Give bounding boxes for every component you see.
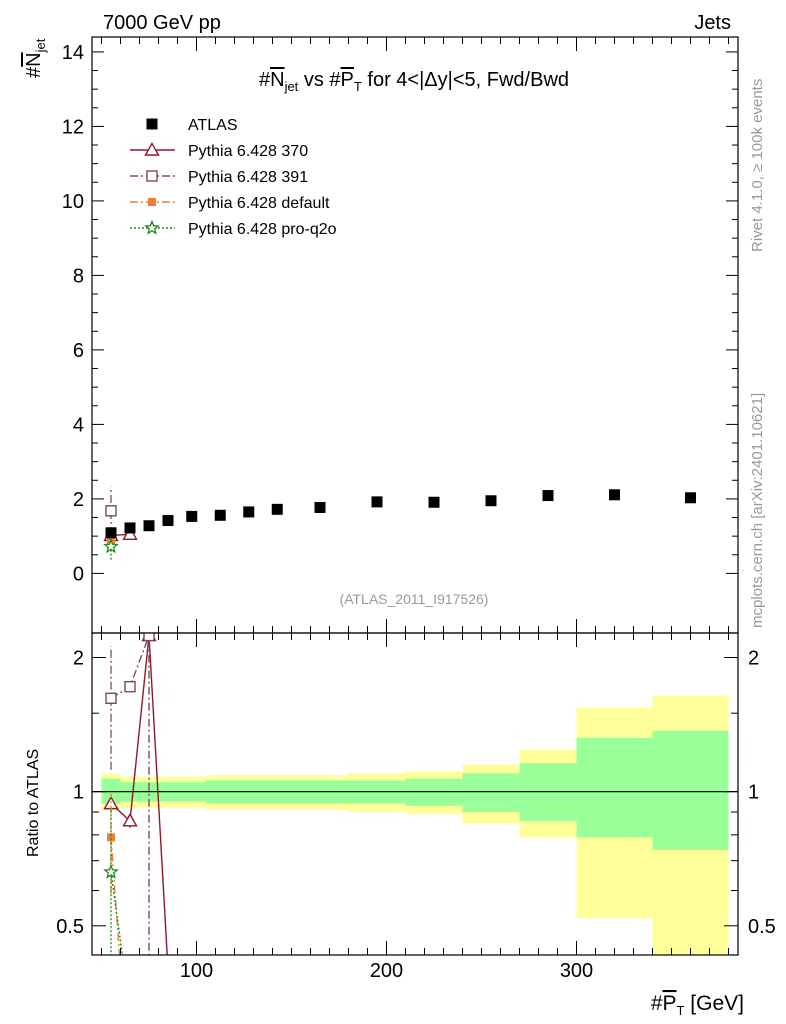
plot-title: #Njet vs #PT for 4<|Δy|<5, Fwd/Bwd [259, 69, 569, 94]
ratio-point [103, 863, 119, 879]
legend-marker [146, 170, 158, 182]
legend-marker [146, 118, 158, 130]
ratio-ytick-label-right: 2 [748, 648, 759, 670]
x-axis-label: #PT [GeV] [651, 992, 744, 1018]
ratio-point [143, 633, 155, 642]
atlas-point [186, 510, 198, 522]
atlas-point [105, 527, 117, 539]
atlas-point [685, 492, 696, 504]
main-ytick-label: 8 [73, 265, 84, 287]
ratio-line [110, 635, 168, 955]
ratio-panel: 0.5 0.5 1 1 2 2 100 200 300 Ratio to ATLAS #PT … [25, 632, 776, 1018]
ratio-ylabel: Ratio to ATLAS [25, 749, 42, 857]
ratio-line [110, 837, 121, 955]
atlas-point [371, 496, 383, 508]
ratio-point [105, 692, 117, 704]
series-point [103, 538, 119, 554]
atlas-point [314, 501, 326, 513]
x-tick-label: 300 [560, 960, 593, 982]
main-ytick-label: 4 [73, 414, 84, 436]
ratio-line [110, 635, 150, 955]
main-ytick-label: 12 [62, 116, 84, 138]
series-point [105, 505, 117, 517]
x-tick-label: 200 [370, 960, 403, 982]
legend-label: ATLAS [188, 117, 238, 134]
category-label: Jets [694, 12, 731, 34]
main-ytick-label: 0 [73, 563, 84, 585]
rivet-label: Rivet 4.1.0, ≥ 100k events [749, 79, 766, 252]
series-2 [105, 486, 117, 536]
atlas-point [485, 495, 497, 507]
ratio-ytick-label-right: 0.5 [748, 916, 776, 938]
legend-label: Pythia 6.428 370 [188, 143, 308, 160]
atlas-point [243, 506, 255, 518]
ratio-ytick-label-left: 2 [73, 648, 84, 670]
atlas-series [105, 489, 696, 539]
atlas-point [271, 503, 283, 515]
x-tick-label: 100 [180, 960, 213, 982]
main-ylabel: #Njet [23, 38, 48, 78]
ratio-frame [91, 632, 739, 956]
legend-label: Pythia 6.428 pro-q2o [188, 221, 337, 238]
legend: ATLAS Pythia 6.428 370 Pythia 6.428 391 Pyt… [130, 117, 337, 238]
atlas-point [428, 496, 440, 508]
ratio-series-3 [107, 793, 121, 955]
series-point [122, 526, 138, 540]
legend-label: Pythia 6.428 391 [188, 169, 308, 186]
mcplots-label: mcplots.cern.ch [arXiv:2401.10621] [749, 393, 766, 628]
stat-uncertainty-band [652, 730, 729, 850]
stat-uncertainty-band [576, 737, 653, 838]
ratio-point [122, 812, 138, 827]
atlas-point [214, 509, 226, 521]
legend-label: Pythia 6.428 default [188, 195, 330, 212]
ratio-point [107, 833, 115, 842]
legend-marker [144, 219, 160, 235]
legend-marker [144, 142, 160, 156]
atlas-point [609, 489, 620, 501]
atlas-point [162, 515, 174, 527]
main-panel: 0 2 4 6 8 10 12 14 #Njet vs #PT for 4<|Δy|<5, F… [23, 36, 739, 634]
ratio-series-2 [105, 633, 155, 955]
legend-marker [148, 198, 156, 206]
atlas-point [542, 490, 554, 502]
main-ytick-label: 2 [73, 489, 84, 511]
stat-uncertainty-band [462, 773, 520, 813]
ratio-ytick-label-right: 1 [748, 782, 759, 804]
main-ytick-label: 14 [62, 42, 84, 64]
main-ytick-label: 6 [73, 340, 84, 362]
energy-label: 7000 GeV pp [103, 12, 221, 34]
ratio-ytick-label-left: 1 [73, 782, 84, 804]
ratio-series-4 [103, 809, 124, 955]
main-ytick-label: 10 [62, 191, 84, 213]
ratio-line [110, 871, 124, 955]
ratio-point [124, 680, 136, 693]
ratio-ytick-label-left: 0.5 [56, 916, 84, 938]
atlas-point [143, 520, 155, 532]
analysis-id: (ATLAS_2011_I917526) [340, 591, 489, 607]
atlas-point [124, 522, 136, 534]
